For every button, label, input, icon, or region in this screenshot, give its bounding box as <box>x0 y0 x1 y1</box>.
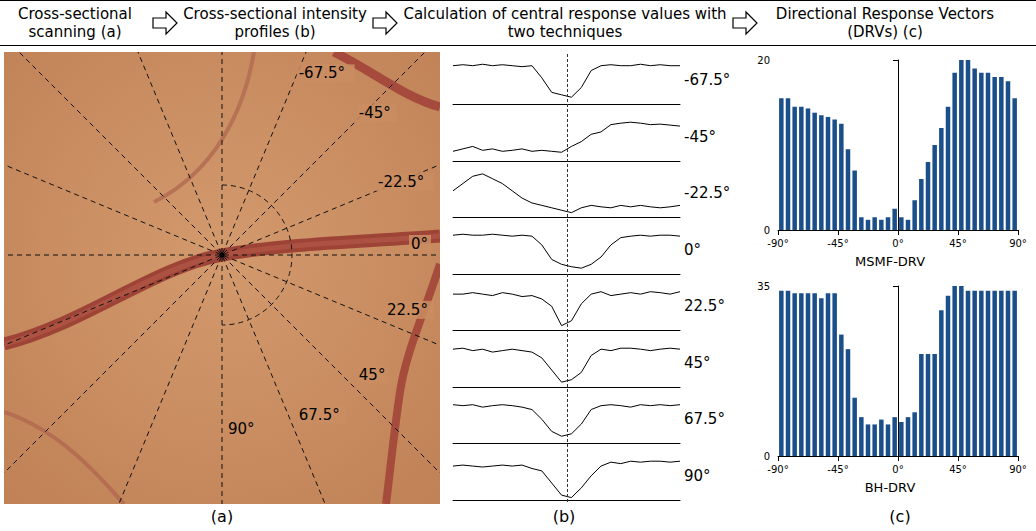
svg-text:90°: 90° <box>228 420 255 438</box>
html-text:Directional Response Vectors (: Directional Response Vectors (DRVs) (c) <box>775 5 995 41</box>
svg-text:67.5°: 67.5° <box>299 406 340 424</box>
svg-text:90°: 90° <box>1009 464 1027 475</box>
html-text:-45°: -45° <box>684 127 716 146</box>
html-text:(c): (c) <box>889 507 911 526</box>
html-text:0°: 0° <box>684 240 701 259</box>
html-text:90°: 90° <box>684 466 711 485</box>
html-text:-22.5°: -22.5° <box>684 184 731 203</box>
svg-text:BH-DRV: BH-DRV <box>865 480 916 495</box>
html-text:-67.5°: -67.5° <box>684 71 731 90</box>
html-text:(a): (a) <box>210 507 234 526</box>
svg-text:35: 35 <box>757 281 770 292</box>
svg-text:0: 0 <box>764 451 770 462</box>
html-text:Calculation of central respons: Calculation of central response values w… <box>403 5 727 41</box>
svg-text:MSMF-DRV: MSMF-DRV <box>855 254 925 269</box>
svg-text:-45°: -45° <box>827 464 848 475</box>
svg-text:90°: 90° <box>1009 238 1027 249</box>
html-text:(b): (b) <box>552 507 576 526</box>
svg-text:-67.5°: -67.5° <box>299 64 345 82</box>
svg-text:45°: 45° <box>359 366 386 384</box>
svg-text:20: 20 <box>757 55 770 66</box>
svg-text:-90°: -90° <box>767 238 788 249</box>
svg-text:0: 0 <box>764 225 770 236</box>
svg-text:0°: 0° <box>892 238 903 249</box>
svg-text:0°: 0° <box>411 235 428 253</box>
svg-text:-45°: -45° <box>359 104 391 122</box>
svg-text:22.5°: 22.5° <box>387 301 428 319</box>
svg-text:-45°: -45° <box>827 238 848 249</box>
svg-text:45°: 45° <box>949 238 967 249</box>
svg-text:-22.5°: -22.5° <box>378 173 424 191</box>
svg-text:-90°: -90° <box>767 464 788 475</box>
svg-text:45°: 45° <box>949 464 967 475</box>
html-text:Cross-sectional intensity prof: Cross-sectional intensity profiles (b) <box>183 5 367 41</box>
html-text:22.5°: 22.5° <box>684 297 725 316</box>
html-text:45°: 45° <box>684 353 711 372</box>
html-text:Cross-sectional scanning (a): Cross-sectional scanning (a) <box>18 5 132 41</box>
svg-text:0°: 0° <box>892 464 903 475</box>
html-text:67.5°: 67.5° <box>684 410 725 429</box>
